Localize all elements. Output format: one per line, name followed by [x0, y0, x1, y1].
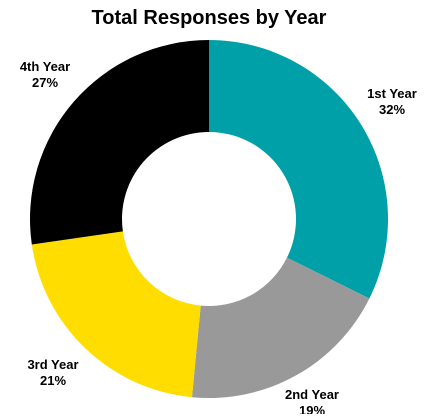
slices-group — [30, 40, 388, 399]
value-label: 21% — [40, 373, 66, 388]
slice-3rd-year — [31, 231, 201, 398]
value-label: 32% — [379, 102, 405, 117]
chart-title: Total Responses by Year — [92, 7, 327, 29]
slice-1st-year — [209, 40, 388, 299]
slice-2nd-year — [191, 257, 370, 399]
slice-4th-year — [30, 40, 210, 245]
category-label: 3rd Year — [27, 357, 78, 372]
category-label: 2nd Year — [285, 387, 339, 402]
value-label: 19% — [299, 403, 325, 414]
value-label: 27% — [32, 75, 58, 90]
category-label: 4th Year — [20, 59, 70, 74]
category-label: 1st Year — [367, 86, 417, 101]
